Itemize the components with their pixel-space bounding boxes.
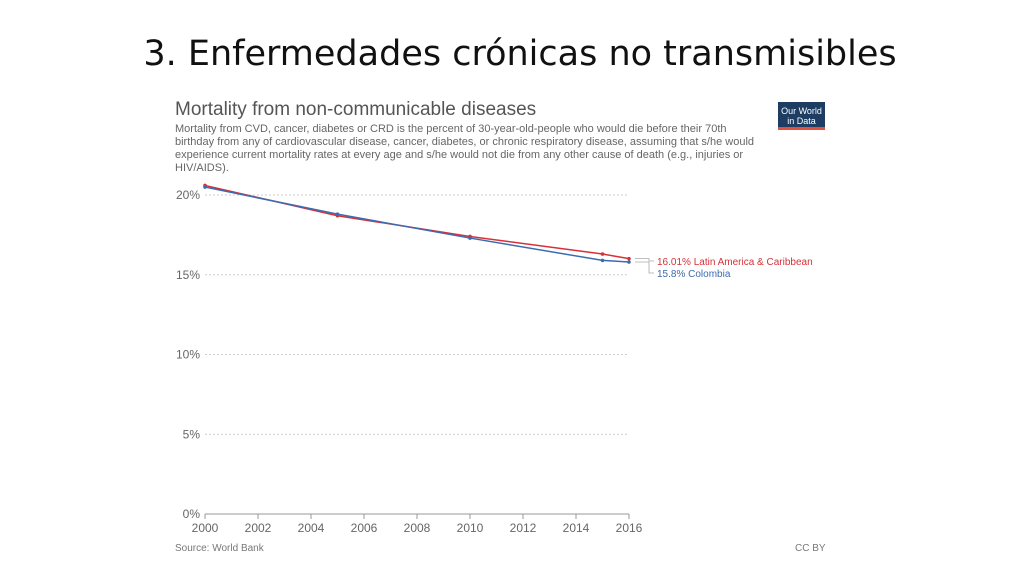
source-note[interactable]: Source: World Bank xyxy=(175,543,264,554)
license-note[interactable]: CC BY xyxy=(795,543,826,554)
y-tick-label: 0% xyxy=(183,507,201,521)
series-line[interactable] xyxy=(204,186,630,263)
y-tick-label: 10% xyxy=(176,348,200,362)
data-point[interactable] xyxy=(627,260,631,264)
x-tick-label: 2004 xyxy=(298,521,325,535)
series-lines xyxy=(203,183,631,264)
data-point[interactable] xyxy=(468,236,472,240)
x-tick-label: 2010 xyxy=(457,521,484,535)
x-tick-label: 2012 xyxy=(510,521,537,535)
x-tick-label: 2002 xyxy=(245,521,272,535)
chart-title: Mortality from non-communicable diseases xyxy=(175,99,537,120)
series-end-label: 16.01% Latin America & Caribbean xyxy=(657,257,813,268)
slide-title: 3. Enfermedades crónicas no transmisible… xyxy=(143,34,897,74)
x-tick-label: 2008 xyxy=(404,521,431,535)
x-tick-label: 2000 xyxy=(192,521,219,535)
x-axis: 2000 2002 2004 2006 2008 2010 2012 2014 2016 xyxy=(192,513,643,535)
data-point[interactable] xyxy=(203,185,207,189)
our-world-in-data-logo[interactable]: Our World in Data xyxy=(778,102,825,130)
y-tick-label: 5% xyxy=(183,427,201,441)
x-tick-label: 2016 xyxy=(616,521,643,535)
x-tick-label: 2006 xyxy=(351,521,378,535)
data-point[interactable] xyxy=(600,258,605,263)
y-tick-label: 15% xyxy=(176,268,200,282)
x-tick-label: 2014 xyxy=(563,521,590,535)
series-end-label: 15.8% Colombia xyxy=(657,269,731,280)
series-line[interactable] xyxy=(204,184,630,260)
label-connector xyxy=(635,258,654,262)
label-connector xyxy=(635,261,654,274)
chart-subtitle: Mortality from CVD, cancer, diabetes or … xyxy=(175,123,755,174)
grid-lines xyxy=(205,194,629,435)
data-point[interactable] xyxy=(627,256,631,261)
data-point[interactable] xyxy=(600,252,605,256)
data-point[interactable] xyxy=(335,212,340,216)
y-axis-tick-labels: 0% 5% 10% 15% 20% xyxy=(176,188,200,521)
y-tick-label: 20% xyxy=(176,188,200,202)
